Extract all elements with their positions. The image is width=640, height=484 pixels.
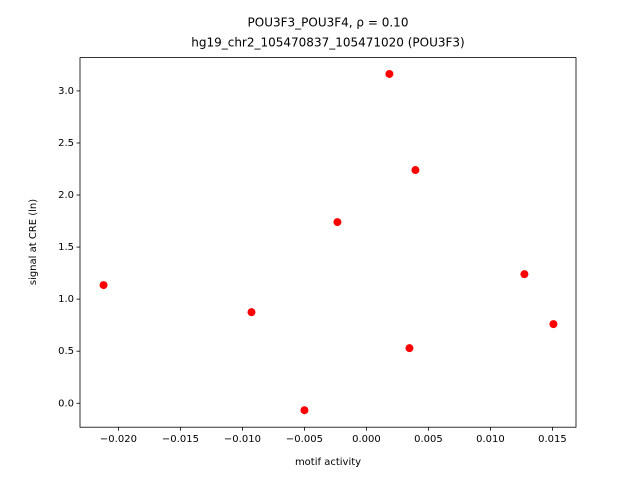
point [333, 218, 342, 227]
chart-title: POU3F3_POU3F4, ρ = 0.10 [248, 16, 409, 30]
point [99, 281, 108, 290]
y-tick-label: 1.5 [58, 242, 74, 253]
y-tick-label: 0.5 [58, 346, 74, 357]
y-tick-label: 2.5 [58, 138, 74, 149]
point [411, 166, 420, 175]
chart-subtitle: hg19_chr2_105470837_105471020 (POU3F3) [191, 36, 465, 50]
y-tick-label: 3.0 [58, 86, 74, 97]
point [520, 270, 529, 279]
x-tick-label: 0.005 [414, 434, 443, 445]
x-tick-label: −0.020 [100, 434, 137, 445]
x-tick-label: 0.010 [476, 434, 505, 445]
point [405, 344, 414, 353]
y-tick-label: 1.0 [58, 294, 74, 305]
plot-frame [79, 57, 577, 428]
x-tick-label: 0.000 [352, 434, 381, 445]
x-tick-label: −0.010 [224, 434, 261, 445]
x-tick-label: 0.015 [538, 434, 567, 445]
point [385, 69, 394, 78]
point [247, 308, 256, 317]
y-tick-label: 0.0 [58, 398, 74, 409]
y-tick-label: 2.0 [58, 190, 74, 201]
point [549, 320, 558, 329]
y-axis-label: signal at CRE (ln) [28, 199, 39, 285]
x-tick-label: −0.005 [286, 434, 323, 445]
x-axis-label: motif activity [295, 457, 361, 468]
x-tick-label: −0.015 [162, 434, 199, 445]
point [300, 406, 309, 415]
